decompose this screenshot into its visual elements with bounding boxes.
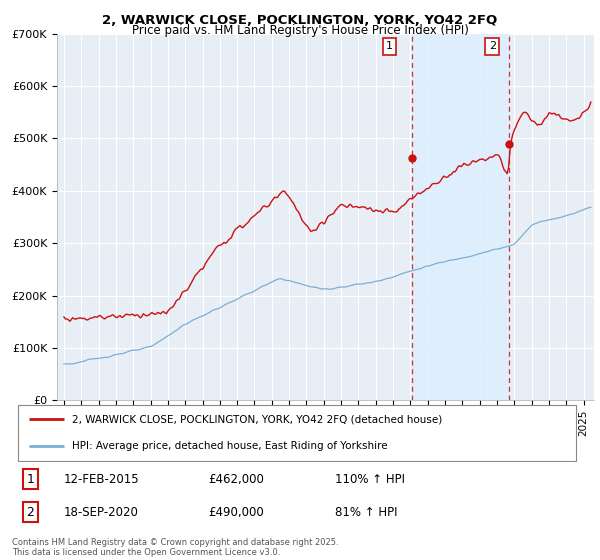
FancyBboxPatch shape xyxy=(18,405,577,461)
Text: 2, WARWICK CLOSE, POCKLINGTON, YORK, YO42 2FQ: 2, WARWICK CLOSE, POCKLINGTON, YORK, YO4… xyxy=(103,14,497,27)
Text: £490,000: £490,000 xyxy=(208,506,263,519)
Text: 81% ↑ HPI: 81% ↑ HPI xyxy=(335,506,397,519)
Text: 12-FEB-2015: 12-FEB-2015 xyxy=(64,473,139,486)
Text: 1: 1 xyxy=(26,473,34,486)
Text: 18-SEP-2020: 18-SEP-2020 xyxy=(64,506,139,519)
Text: 1: 1 xyxy=(386,41,393,52)
Text: Contains HM Land Registry data © Crown copyright and database right 2025.
This d: Contains HM Land Registry data © Crown c… xyxy=(12,538,338,557)
Text: 110% ↑ HPI: 110% ↑ HPI xyxy=(335,473,404,486)
Text: Price paid vs. HM Land Registry's House Price Index (HPI): Price paid vs. HM Land Registry's House … xyxy=(131,24,469,37)
Text: 2: 2 xyxy=(26,506,34,519)
Bar xyxy=(412,34,509,400)
Text: £462,000: £462,000 xyxy=(208,473,264,486)
Text: 2, WARWICK CLOSE, POCKLINGTON, YORK, YO42 2FQ (detached house): 2, WARWICK CLOSE, POCKLINGTON, YORK, YO4… xyxy=(73,414,443,424)
Text: 2: 2 xyxy=(488,41,496,52)
Text: HPI: Average price, detached house, East Riding of Yorkshire: HPI: Average price, detached house, East… xyxy=(73,441,388,451)
